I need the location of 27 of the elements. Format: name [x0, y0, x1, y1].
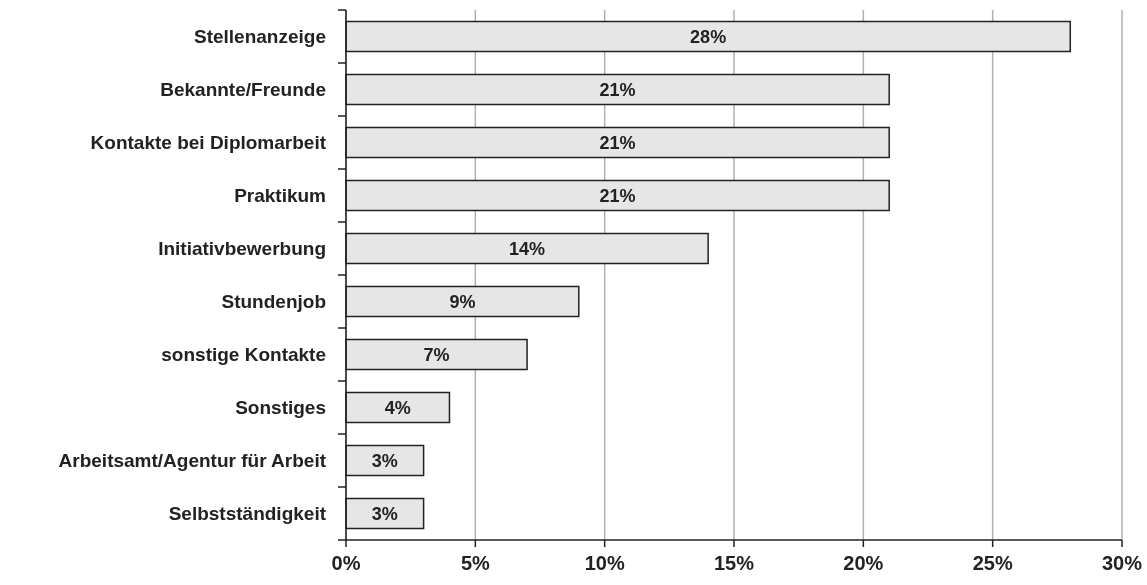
x-tick-label: 5% — [460, 552, 490, 574]
data-label: 9% — [449, 291, 476, 312]
x-tick-label: 30% — [1101, 552, 1143, 574]
data-label: 21% — [599, 79, 636, 100]
data-label: 4% — [384, 397, 411, 418]
y-tick-label: sonstige Kontakte — [161, 344, 326, 366]
data-label: 7% — [423, 344, 450, 365]
y-tick-label: Sonstiges — [235, 397, 326, 419]
y-tick-label: Arbeitsamt/Agentur für Arbeit — [58, 450, 327, 472]
data-label: 28% — [690, 26, 727, 47]
x-tick-label: 20% — [843, 552, 884, 574]
x-tick-label: 15% — [713, 552, 755, 574]
y-tick-label: Initiativbewerbung — [158, 238, 326, 260]
x-tick-label: 10% — [584, 552, 625, 574]
y-tick-label: Selbstständigkeit — [168, 503, 327, 525]
data-label: 21% — [599, 185, 636, 206]
y-tick-label: Kontakte bei Diplomarbeit — [90, 132, 327, 154]
y-tick-label: Stellenanzeige — [194, 26, 326, 48]
data-label: 3% — [371, 450, 398, 471]
x-tick-label: 0% — [331, 552, 361, 574]
y-tick-label: Bekannte/Freunde — [160, 79, 326, 101]
data-label: 21% — [599, 132, 636, 153]
data-label: 14% — [509, 238, 546, 259]
y-tick-label: Praktikum — [234, 185, 326, 207]
x-tick-label: 25% — [972, 552, 1013, 574]
data-label: 3% — [371, 503, 398, 524]
y-tick-label: Stundenjob — [221, 291, 326, 313]
